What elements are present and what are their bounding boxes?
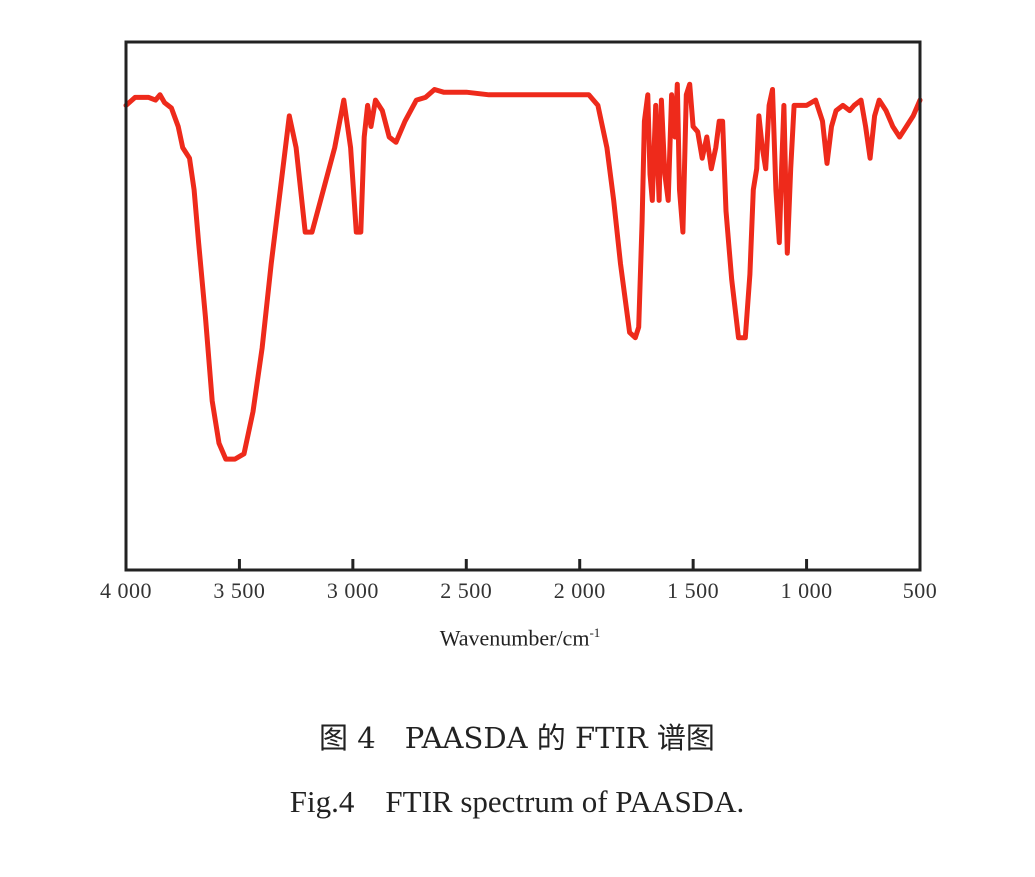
figure-caption-chinese: 图 4 PAASDA 的 FTIR 谱图 <box>319 721 715 755</box>
x-axis-label-superscript: -1 <box>589 625 601 640</box>
x-axis-label: Wavenumber/cm-1 <box>440 625 601 651</box>
spectrum-line <box>123 81 923 462</box>
x-tick-label: 2 000 <box>553 578 606 603</box>
figure-caption-english: Fig.4 FTIR spectrum of PAASDA. <box>289 784 745 819</box>
x-tick-label: 3 500 <box>213 578 266 603</box>
x-tick-label: 2 500 <box>440 578 493 603</box>
x-tick-label: 1 000 <box>780 578 833 603</box>
x-tick-label: 4 000 <box>100 578 152 603</box>
plot-frame <box>124 40 922 572</box>
x-axis-label-text: Wavenumber/cm <box>439 625 590 651</box>
x-tick-label: 3 000 <box>326 578 379 603</box>
spectrum-polyline <box>123 81 923 462</box>
x-tick-label: 1 500 <box>667 578 720 603</box>
x-axis-ticks <box>237 559 809 570</box>
x-tick-label: 500 <box>902 578 938 603</box>
